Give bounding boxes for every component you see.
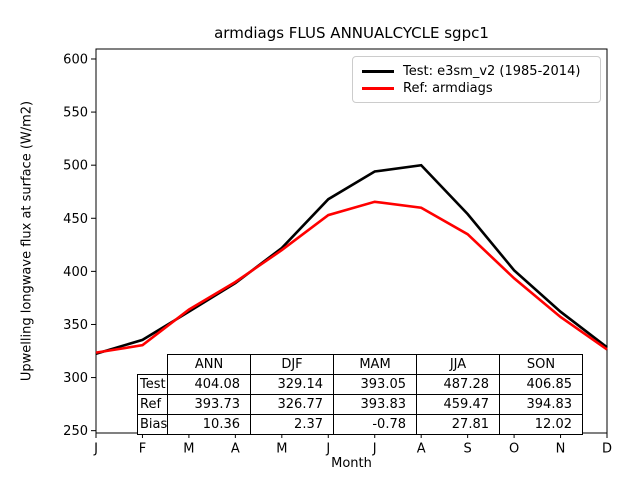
table-value-cell: 12.02 xyxy=(499,414,583,435)
x-tick-label: S xyxy=(464,442,472,457)
x-tick-label: M xyxy=(276,442,287,457)
table-value-cell: 27.81 xyxy=(416,414,500,435)
legend-label-ref: Ref: armdiags xyxy=(403,81,493,96)
table-value-cell: 326.77 xyxy=(250,394,334,415)
chart-title: armdiags FLUS ANNUALCYCLE sgpc1 xyxy=(214,24,489,42)
table-header-cell: ANN xyxy=(167,354,251,375)
legend: Test: e3sm_v2 (1985-2014) Ref: armdiags xyxy=(352,56,601,103)
y-tick-label: 600 xyxy=(63,52,88,67)
y-tick-label: 250 xyxy=(63,424,88,439)
x-tick-label: J xyxy=(325,442,330,457)
ref-series-line xyxy=(95,200,608,354)
x-tick-label: N xyxy=(556,442,566,457)
y-tick-label: 400 xyxy=(63,265,88,280)
table-row: Ref 393.73 326.77 393.83 459.47 394.83 xyxy=(137,394,583,415)
table-value-cell: 393.73 xyxy=(167,394,251,415)
x-tick-label: O xyxy=(509,442,519,457)
legend-entry-ref: Ref: armdiags xyxy=(362,80,592,97)
table-value-cell: 329.14 xyxy=(250,374,334,395)
y-tick-label: 350 xyxy=(63,318,88,333)
legend-label-test: Test: e3sm_v2 (1985-2014) xyxy=(403,64,581,79)
x-tick-label: A xyxy=(231,442,240,457)
test-line-swatch xyxy=(362,70,394,73)
y-tick-label: 450 xyxy=(63,212,88,227)
x-tick-label: D xyxy=(602,442,612,457)
ref-line-swatch xyxy=(362,87,394,90)
table-row: Bias 10.36 2.37 -0.78 27.81 12.02 xyxy=(137,414,583,435)
y-axis-label: Upwelling longwave flux at surface (W/m2… xyxy=(19,100,35,382)
x-axis-label: Month xyxy=(331,456,372,471)
legend-entry-test: Test: e3sm_v2 (1985-2014) xyxy=(362,63,592,80)
table-header-cell: MAM xyxy=(333,354,417,375)
x-tick-label: J xyxy=(93,442,98,457)
table-value-cell: 10.36 xyxy=(167,414,251,435)
table-row-label: Bias xyxy=(137,414,168,435)
table-row-label: Test xyxy=(137,374,168,395)
table-corner-blank xyxy=(138,355,168,375)
table-header-cell: SON xyxy=(499,354,583,375)
table-header-cell: JJA xyxy=(416,354,500,375)
x-tick-label: A xyxy=(417,442,426,457)
table-value-cell: 2.37 xyxy=(250,414,334,435)
stats-table-grid: ANN DJF MAM JJA SON Test 404.08 329.14 393.05 487… xyxy=(137,354,583,435)
table-value-cell: 459.47 xyxy=(416,394,500,415)
table-row-label: Ref xyxy=(137,394,168,415)
table-header-cell: DJF xyxy=(250,354,334,375)
table-value-cell: 487.28 xyxy=(416,374,500,395)
y-tick-label: 300 xyxy=(63,371,88,386)
table-value-cell: 393.83 xyxy=(333,394,417,415)
y-tick-label: 550 xyxy=(63,106,88,121)
table-value-cell: 394.83 xyxy=(499,394,583,415)
table-value-cell: 393.05 xyxy=(333,374,417,395)
table-value-cell: 404.08 xyxy=(167,374,251,395)
x-tick-label: M xyxy=(183,442,194,457)
stats-table: ANN DJF MAM JJA SON Test 404.08 329.14 393.05 487… xyxy=(137,354,583,435)
x-tick-label: F xyxy=(139,442,146,457)
table-value-cell: -0.78 xyxy=(333,414,417,435)
y-tick-label: 500 xyxy=(63,159,88,174)
table-value-cell: 406.85 xyxy=(499,374,583,395)
test-series-line xyxy=(95,163,608,355)
x-tick-label: J xyxy=(372,442,377,457)
table-row: Test 404.08 329.14 393.05 487.28 406.85 xyxy=(137,374,583,395)
